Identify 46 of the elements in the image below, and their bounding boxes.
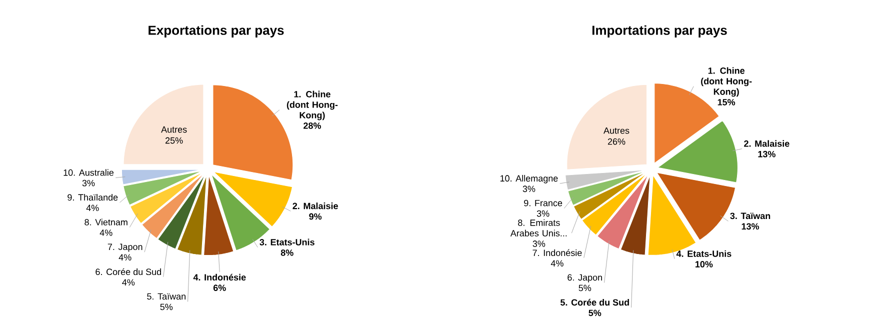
data-label: 10% (696, 261, 713, 268)
slice-label: 6. Corée du Sud (96, 268, 162, 276)
chart-title: Exportations par pays (148, 25, 284, 38)
data-label: 5% (588, 310, 602, 316)
slice-label: 9. France (524, 200, 562, 206)
data-label: 3% (532, 240, 546, 247)
data-label: 4% (550, 260, 564, 266)
slice-label: 6. Japon (568, 274, 602, 282)
slice-label: 4. Etats-Unis (676, 250, 732, 257)
slice-label: Autres (604, 127, 630, 134)
slice-label: 5. Taïwan (147, 293, 186, 300)
data-label: 25% (166, 137, 183, 144)
slice-label: Autres (161, 126, 187, 133)
slice-label: 1. Chine (dont Hong-Kong) (286, 90, 338, 120)
data-label: 26% (608, 138, 626, 145)
data-label: 4% (122, 279, 135, 286)
data-label: 4% (86, 204, 99, 212)
slice-label: 8. Emirats Arabes Unis... (510, 219, 567, 236)
slice-label: 5. Corée du Sud (560, 298, 629, 306)
data-label: 9% (309, 213, 322, 220)
slice-label: 7. Indonésie (532, 249, 582, 256)
slice-label: 4. Indonésie (193, 274, 246, 281)
data-label: 3% (82, 180, 95, 186)
data-label: 15% (718, 99, 736, 106)
data-label: 3% (522, 186, 536, 192)
slice-label: 2. Malaisie (292, 202, 338, 210)
slice-label: 10. Australie (64, 169, 114, 176)
data-label: 8% (280, 250, 294, 256)
slice-label: 10. Allemagne (500, 174, 558, 184)
slice-label: 1. Chine (dont Hong-Kong) (701, 67, 752, 97)
slice-label: 3. Taïwan (730, 212, 770, 220)
slice-label: 8. Vietnam (84, 218, 128, 226)
data-label: 4% (118, 254, 132, 260)
data-label: 6% (213, 284, 226, 292)
data-label: 3% (536, 210, 550, 217)
data-label: 28% (304, 122, 321, 129)
slice-label: 3. Etats-Unis (260, 238, 314, 246)
data-label: 13% (758, 150, 776, 158)
slice-label: 7. Japon (108, 244, 142, 252)
data-label: 5% (160, 304, 173, 310)
slice-label: 2. Malaisie (744, 140, 790, 147)
data-label: 13% (742, 223, 760, 230)
data-label: 4% (100, 230, 112, 236)
data-label: 5% (578, 284, 592, 292)
slice-label: 9. Thaïlande (68, 194, 118, 201)
chart-title: Importations par pays (592, 25, 727, 38)
